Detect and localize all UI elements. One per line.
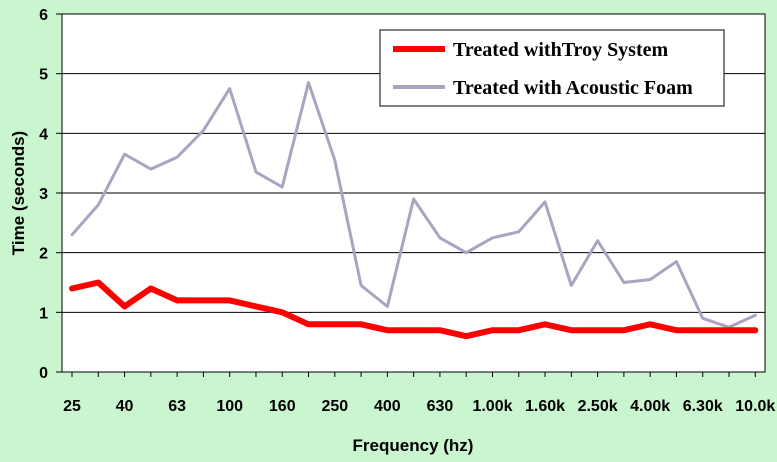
x-tick-label: 10.0k [735, 398, 775, 415]
x-tick-label: 2.50k [578, 398, 618, 415]
y-tick-label: 5 [39, 67, 48, 84]
y-tick-label: 2 [39, 246, 48, 263]
x-tick-label: 25 [63, 398, 81, 415]
y-tick-label: 3 [39, 186, 48, 203]
legend: Treated withTroy System Treated with Aco… [379, 29, 725, 107]
y-tick-label: 1 [39, 305, 48, 322]
y-axis-ticks: 0 1 2 3 4 5 6 [39, 7, 62, 382]
legend-label-troy: Treated withTroy System [453, 39, 669, 61]
x-tick-label: 1.00k [472, 398, 512, 415]
series-line-foam [70, 81, 757, 329]
y-tick-label: 6 [39, 7, 48, 24]
x-tick-label: 250 [321, 398, 348, 415]
x-tick-label: 1.60k [525, 398, 565, 415]
x-tick-label: 4.00k [630, 398, 670, 415]
x-tick-label: 100 [216, 398, 243, 415]
x-tick-label: 63 [168, 398, 186, 415]
x-tick-label: 630 [427, 398, 454, 415]
y-tick-label: 4 [39, 126, 48, 143]
x-tick-label: 40 [116, 398, 134, 415]
x-axis-title: Frequency (hz) [353, 436, 474, 455]
x-axis-ticks: 25 40 63 100 160 250 400 630 1.00k 1.60k 2.50k 4.00… [63, 372, 775, 415]
series-lines [69, 81, 759, 340]
y-tick-label: 0 [39, 365, 48, 382]
legend-box [379, 29, 725, 107]
y-axis-title: Time (seconds) [9, 131, 28, 255]
x-tick-label: 400 [374, 398, 401, 415]
x-tick-label: 160 [269, 398, 296, 415]
x-tick-label: 6.30k [683, 398, 723, 415]
series-line-troy [69, 279, 759, 340]
legend-label-foam: Treated with Acoustic Foam [453, 77, 693, 99]
